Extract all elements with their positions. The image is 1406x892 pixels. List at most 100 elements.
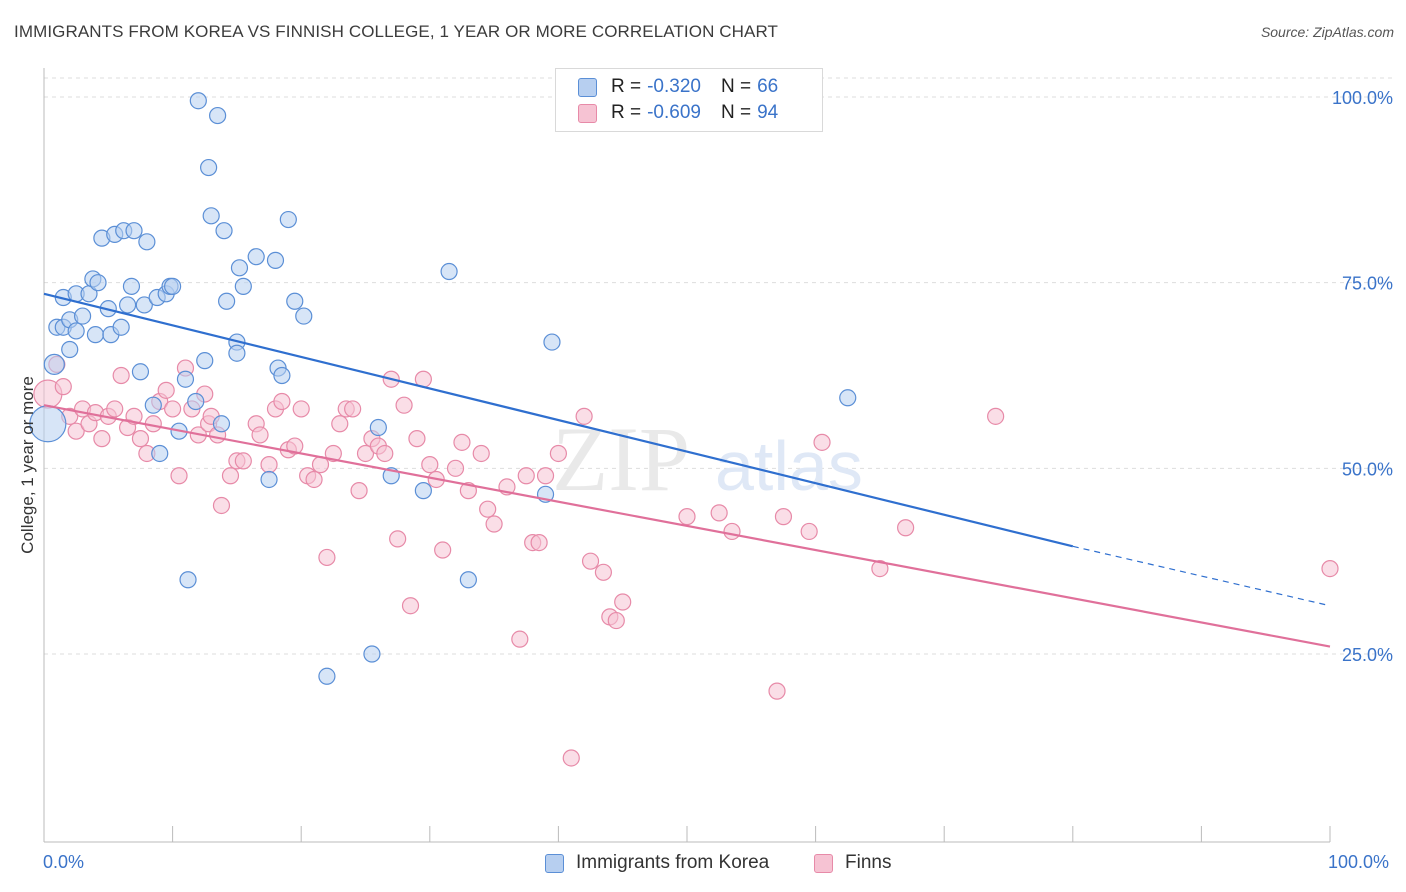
legend-row-korea: R = -0.320 N = 66 [578,74,778,100]
finns-point [273,392,291,411]
finns-point [607,611,625,630]
finns-point [897,519,915,537]
finns-point [575,407,593,425]
korea-point [189,92,207,110]
correlation-legend: R = -0.320 N = 66 R = -0.609 N = 94 [555,68,823,132]
korea-point [61,340,79,359]
legend-item-finns: Finns [814,852,891,874]
legend-label-korea: Immigrants from Korea [576,852,770,873]
korea-point [43,353,65,375]
korea-point [369,418,387,437]
finns-point [324,444,342,463]
finns-point [131,430,150,448]
x-tick-min: 0.0% [43,852,85,872]
finns-point [421,456,439,474]
finns-point [434,541,452,559]
finns-point [292,400,310,418]
legend-label-finns: Finns [845,852,892,873]
watermark: ZIP atlas [552,408,863,510]
finns-point [594,563,613,581]
korea-point [89,274,107,292]
korea-point [215,222,233,240]
chart-title: IMMIGRANTS FROM KOREA VS FINNISH COLLEGE… [14,22,779,41]
korea-point [131,363,150,381]
finns-point [581,552,600,570]
finns-point [251,426,269,444]
finns-trend-line [43,404,1331,648]
korea-point [112,318,130,336]
korea-point [234,277,252,295]
finns-point [221,467,240,485]
finns-point [614,593,632,611]
korea-trend-line [43,292,1074,548]
finns-point [157,381,175,399]
y-tick-label-75: 75.0% [1342,274,1393,294]
y-axis-label: College, 1 year or more [18,376,37,554]
korea-point [67,322,85,340]
korea-point [151,444,169,463]
finns-point [987,407,1005,425]
korea-point [209,106,227,125]
korea-point [164,277,182,295]
finns-point [212,496,231,515]
finns-point [479,500,497,518]
korea-point [839,389,857,407]
y-tick-labels: 25.0% 50.0% 75.0% 100.0% [1332,88,1393,665]
finns-point [446,459,465,477]
x-tick-max: 100.0% [1328,852,1390,872]
korea-point [118,296,137,314]
series-legend: Immigrants from Korea Finns [0,852,1406,878]
finns-point [511,630,529,648]
korea-point [212,415,231,433]
source-credit: Source: ZipAtlas.com [1260,24,1394,40]
korea-point [247,248,265,266]
finns-point [106,400,124,418]
finns-point [376,444,394,463]
korea-point [176,370,195,388]
finns-point [723,522,741,541]
finns-point [164,400,182,418]
finns-point [318,548,336,567]
n-label: N = [720,76,752,97]
finns-point [54,378,72,396]
korea-point [122,277,141,295]
finns-point [549,444,568,463]
legend-row-finns: R = -0.609 N = 94 [578,100,778,126]
legend-item-korea: Immigrants from Korea [545,852,769,874]
finns-point [93,430,111,448]
finns-point [170,467,188,485]
finns-point [234,452,252,470]
finns-point [800,522,818,541]
finns-point [517,467,535,485]
finns-point [813,433,831,451]
finns-point [530,533,548,552]
finns-point [774,508,793,526]
finns-point [112,366,130,385]
r-value-korea: -0.320 [647,76,701,97]
finns-point [389,530,407,548]
finns-point [536,467,555,485]
korea-point [86,326,105,344]
watermark-atlas: atlas [715,427,863,505]
korea-point [125,222,143,240]
korea-trend-extension [1072,545,1331,607]
korea-point [414,482,432,500]
korea-point [135,296,153,314]
korea-point [144,396,162,414]
korea-point [363,645,381,663]
korea-point [459,571,477,589]
korea-point [202,207,220,225]
finns-point [356,444,375,463]
y-tick-label-50: 50.0% [1342,459,1393,479]
finns-point [305,470,323,489]
finns-point [401,597,420,615]
korea-point [286,292,304,310]
finns-point [350,482,368,500]
n-value-korea: 66 [757,76,779,97]
trend-lines [43,292,1331,648]
finns-point [562,749,580,767]
korea-point [73,307,92,325]
korea-point [273,366,291,385]
n-value-finns: 94 [757,102,779,123]
